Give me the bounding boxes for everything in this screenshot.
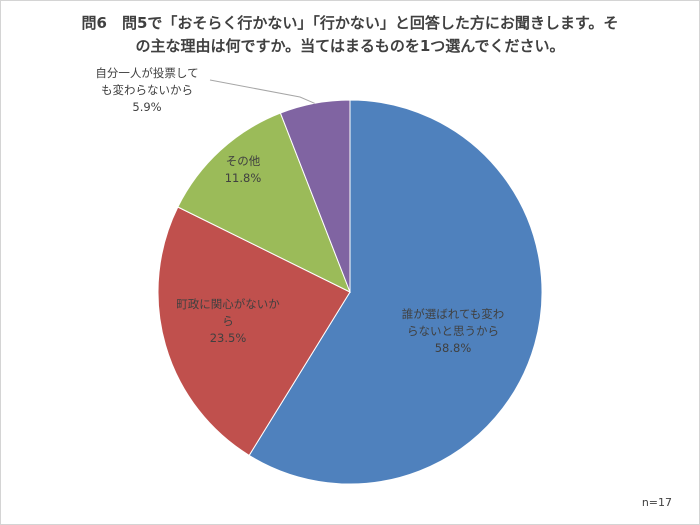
slice-label-line-0-1: らないと思うから	[407, 324, 499, 338]
leader-line-3	[209, 79, 315, 104]
sample-size-note: n=17	[641, 496, 672, 509]
slice-label-2: その他 11.8%	[225, 154, 262, 185]
slice-label-line-0-0: 誰が選ばれても変わ	[402, 307, 505, 321]
pie-slice-0	[248, 99, 543, 485]
slice-percent-2: 11.8%	[225, 171, 262, 185]
slice-percent-1: 23.5%	[210, 331, 247, 345]
slice-label-1: 町政に関心がないから 23.5%	[176, 297, 280, 345]
slice-label-line-3-1: も変わらないから	[101, 83, 193, 97]
slice-label-line-1-0: 町政に関心がないか	[176, 297, 280, 311]
slice-label-line-1-1: ら	[222, 314, 234, 328]
slice-label-3: 自分一人が投票しても変わらないから 5.9%	[95, 66, 198, 114]
slice-percent-3: 5.9%	[132, 100, 161, 114]
slice-label-line-2-0: その他	[226, 154, 261, 168]
slice-percent-0: 58.8%	[435, 341, 472, 355]
pie-slice-3	[279, 99, 351, 293]
slice-label-line-3-0: 自分一人が投票して	[95, 66, 198, 80]
pie-slice-1	[157, 206, 351, 457]
pie-slice-2	[177, 112, 351, 294]
chart-title: 問6 問5で「おそらく行かない」「行かない」と回答した方にお聞きします。そ の主…	[81, 14, 619, 55]
slice-label-0: 誰が選ばれても変わらないと思うから 58.8%	[402, 307, 505, 355]
